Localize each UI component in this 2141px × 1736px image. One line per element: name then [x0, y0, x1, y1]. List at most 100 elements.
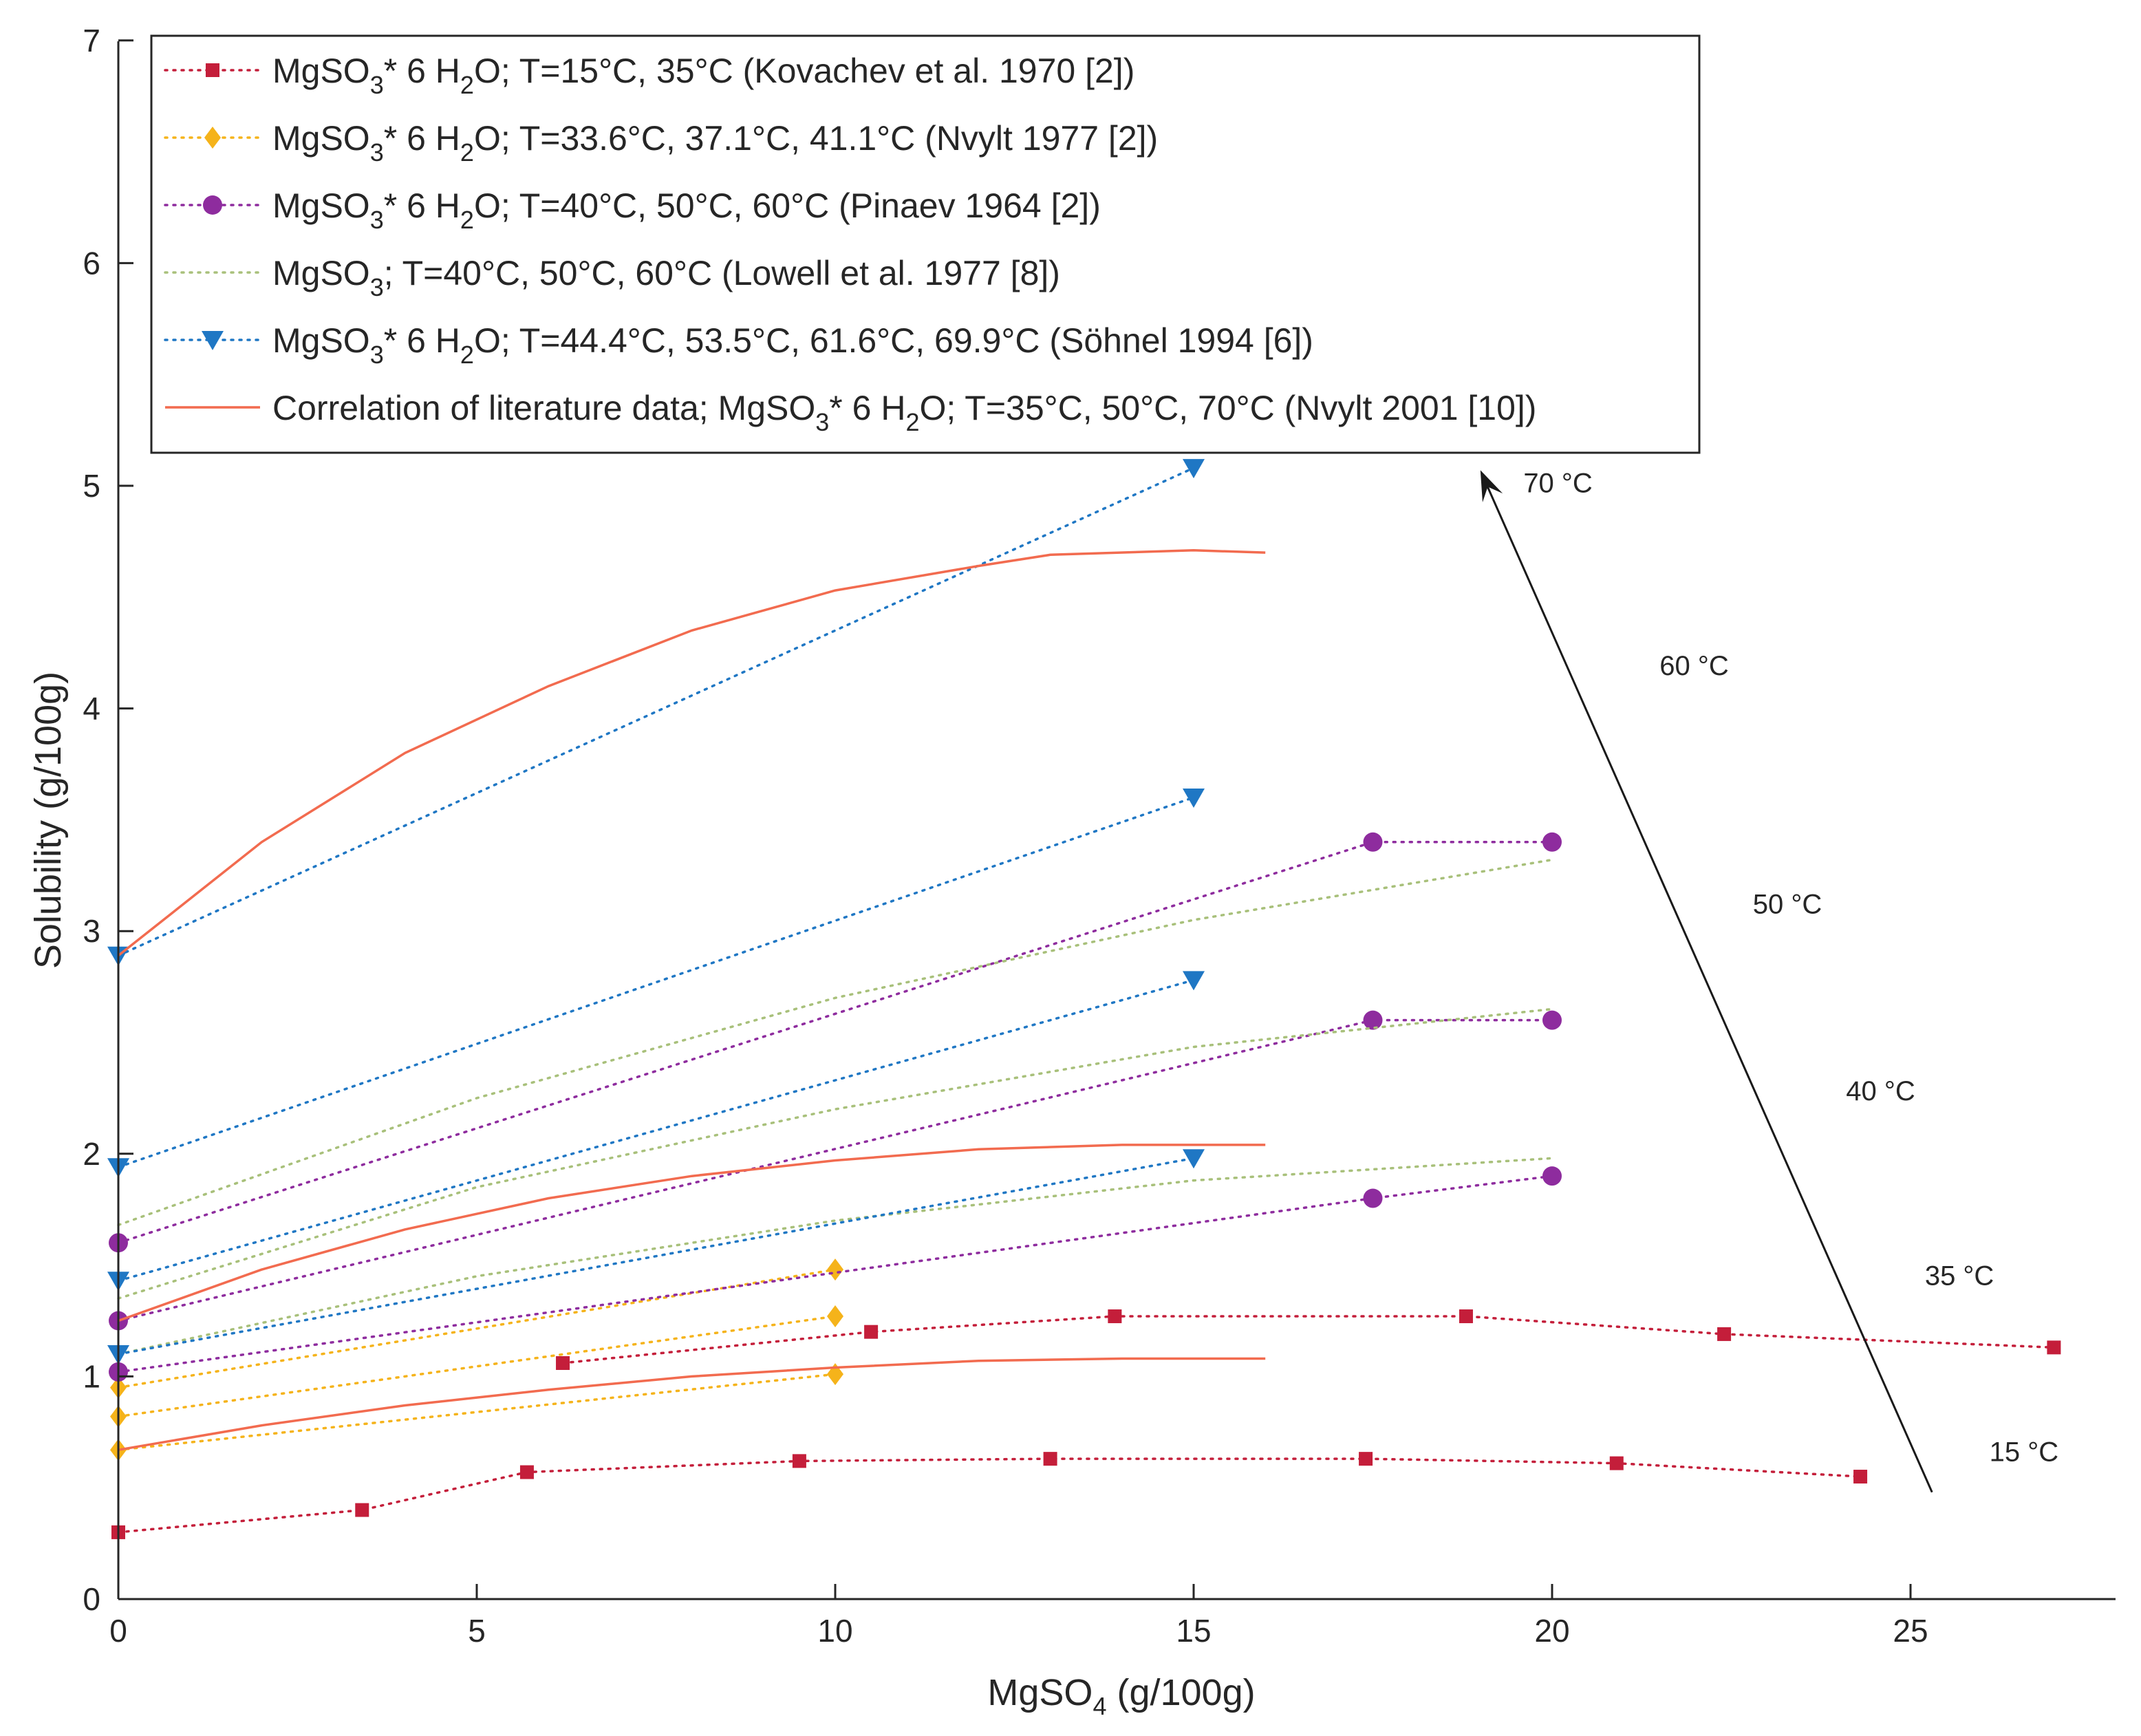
- series-lowell: [117, 858, 1553, 1355]
- x-tick-label: 0: [109, 1613, 127, 1649]
- series-line-pinaev-1: [117, 1175, 1553, 1373]
- legend-label: MgSO3* 6 H2O; T=15°C, 35°C (Kovachev et …: [272, 52, 1134, 99]
- series-line-lowell-1: [117, 1157, 1553, 1355]
- data-point-sohnel: [1183, 1149, 1205, 1169]
- data-point-kovachev: [864, 1325, 879, 1339]
- legend-label-subscript: 3: [370, 138, 384, 167]
- legend-entry-kovachev: MgSO3* 6 H2O; T=15°C, 35°C (Kovachev et …: [164, 52, 1134, 99]
- y-tick-label: 2: [83, 1136, 100, 1172]
- series-line-kovachev-2: [561, 1315, 2056, 1364]
- legend-label-part: O; T=35°C, 50°C, 70°C (Nvylt 2001 [10]): [920, 389, 1537, 427]
- legend-label-subscript: 2: [460, 138, 474, 167]
- legend-label: Correlation of literature data; MgSO3* 6…: [272, 389, 1536, 436]
- legend-label: MgSO3* 6 H2O; T=40°C, 50°C, 60°C (Pinaev…: [272, 186, 1101, 234]
- temperature-label: 35 °C: [1925, 1261, 1994, 1292]
- temperature-label: 40 °C: [1846, 1076, 1915, 1106]
- data-point-sohnel: [1183, 971, 1205, 991]
- x-tick-label: 10: [817, 1613, 852, 1649]
- x-tick-label: 5: [468, 1613, 486, 1649]
- series-pinaev: [109, 832, 1562, 1382]
- legend-label-part: MgSO: [272, 186, 370, 225]
- y-tick-label: 3: [83, 913, 100, 949]
- temperature-label: 70 °C: [1523, 469, 1593, 499]
- legend-label-part: MgSO: [272, 254, 370, 292]
- data-point-kovachev: [1853, 1470, 1868, 1484]
- data-point-kovachev: [556, 1355, 570, 1370]
- series-kovachev: [111, 1309, 2061, 1539]
- legend-entry-correlation: Correlation of literature data; MgSO3* 6…: [165, 389, 1536, 436]
- data-point-pinaev: [1542, 832, 1562, 852]
- legend-label-part: * 6 H: [384, 321, 460, 360]
- series-correlation: [117, 549, 1266, 1451]
- x-axis-title-main: MgSO: [987, 1672, 1093, 1713]
- temperature-label: 50 °C: [1753, 889, 1822, 919]
- legend-label-part: O; T=15°C, 35°C (Kovachev et al. 1970 [2…: [474, 52, 1134, 90]
- legend-label-subscript: 3: [370, 273, 384, 301]
- legend-label-subscript: 3: [370, 341, 384, 369]
- legend-marker: [203, 195, 222, 215]
- series-line-pinaev-3: [117, 841, 1553, 1244]
- annotations: 70 °C 60 °C 50 °C 40 °C 35 °C 15 °C: [1480, 469, 2059, 1493]
- y-tick-label: 5: [83, 468, 100, 504]
- y-tick-label: 1: [83, 1358, 100, 1394]
- legend-entry-nvylt1977: MgSO3* 6 H2O; T=33.6°C, 37.1°C, 41.1°C (…: [164, 119, 1158, 167]
- series-line-correlation-3: [117, 549, 1266, 957]
- data-point-pinaev: [1363, 832, 1383, 852]
- data-point-kovachev: [1108, 1309, 1122, 1324]
- series-line-nvylt1977-2: [117, 1315, 837, 1418]
- legend: MgSO3* 6 H2O; T=15°C, 35°C (Kovachev et …: [150, 34, 1701, 454]
- legend-marker: [204, 127, 221, 149]
- series-line-sohnel-2: [117, 978, 1195, 1283]
- legend-box: [150, 34, 1701, 454]
- axes: [117, 41, 2116, 1600]
- series-line-sohnel-1: [117, 1157, 1195, 1355]
- x-tick-label: 25: [1893, 1613, 1928, 1649]
- series-line-sohnel-4: [117, 467, 1195, 957]
- legend-marker: [206, 63, 219, 77]
- legend-label-subscript: 3: [370, 206, 384, 234]
- legend-entry-sohnel: MgSO3* 6 H2O; T=44.4°C, 53.5°C, 61.6°C, …: [164, 321, 1313, 369]
- legend-label: MgSO3* 6 H2O; T=33.6°C, 37.1°C, 41.1°C (…: [272, 119, 1158, 167]
- legend-label-part: O; T=40°C, 50°C, 60°C (Pinaev 1964 [2]): [474, 186, 1101, 225]
- temperature-arrow-head: [1480, 470, 1503, 503]
- series-line-correlation-1: [118, 1357, 1266, 1451]
- legend-label-part: O; T=33.6°C, 37.1°C, 41.1°C (Nvylt 1977 …: [474, 119, 1158, 158]
- legend-label-part: * 6 H: [384, 186, 460, 225]
- data-point-kovachev: [1609, 1456, 1624, 1470]
- legend-label-part: MgSO: [272, 52, 370, 90]
- data-point-kovachev: [1717, 1327, 1732, 1341]
- x-axis-title-tail: (g/100g): [1106, 1672, 1255, 1713]
- legend-entry-pinaev: MgSO3* 6 H2O; T=40°C, 50°C, 60°C (Pinaev…: [164, 186, 1101, 234]
- data-point-kovachev: [792, 1454, 806, 1468]
- legend-marker: [202, 331, 224, 350]
- data-point-sohnel: [1183, 789, 1205, 808]
- legend-label: MgSO3; T=40°C, 50°C, 60°C (Lowell et al.…: [272, 254, 1060, 301]
- data-point-pinaev: [1363, 1188, 1383, 1208]
- series-line-lowell-3: [117, 858, 1553, 1227]
- x-tick-label: 15: [1176, 1613, 1211, 1649]
- series-line-correlation-2: [118, 1144, 1266, 1322]
- legend-label-subscript: 3: [815, 408, 829, 436]
- series-line-sohnel-3: [117, 796, 1195, 1168]
- y-tick-label: 6: [83, 245, 100, 281]
- y-tick-label: 7: [83, 23, 100, 58]
- data-point-sohnel: [1183, 459, 1205, 479]
- x-axis-title-sub: 4: [1093, 1692, 1106, 1720]
- series-line-nvylt1977-1: [117, 1373, 837, 1451]
- legend-label-part: ; T=40°C, 50°C, 60°C (Lowell et al. 1977…: [384, 254, 1060, 292]
- y-axis-title: Solubility (g/100g): [28, 672, 69, 969]
- data-point-pinaev: [1542, 1010, 1562, 1030]
- data-point-kovachev: [1459, 1309, 1473, 1324]
- temperature-arrow-line: [1483, 479, 1933, 1493]
- temperature-label: 60 °C: [1659, 651, 1729, 681]
- legend-label-part: * 6 H: [829, 389, 905, 427]
- legend-label: MgSO3* 6 H2O; T=44.4°C, 53.5°C, 61.6°C, …: [272, 321, 1313, 369]
- temperature-label: 15 °C: [1990, 1437, 2059, 1467]
- y-tick-label: 4: [83, 691, 100, 727]
- data-point-pinaev: [1542, 1166, 1562, 1186]
- legend-label-part: MgSO: [272, 119, 370, 158]
- x-axis-title: MgSO4 (g/100g): [987, 1672, 1255, 1720]
- data-point-nvylt1977: [827, 1305, 843, 1328]
- legend-label-part: * 6 H: [384, 52, 460, 90]
